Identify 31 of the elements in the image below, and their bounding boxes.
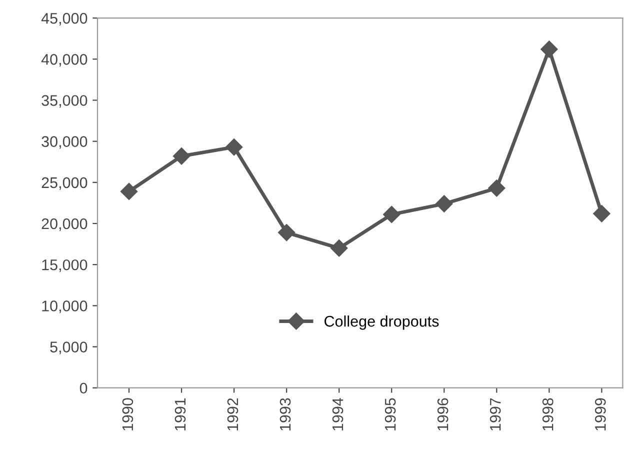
x-tick-label: 1993 — [280, 398, 291, 430]
x-tick-label: 1998 — [542, 398, 554, 430]
point — [383, 206, 400, 224]
x-tick-label: 1990 — [122, 398, 134, 430]
y-tick-label: 0 — [80, 382, 88, 394]
point — [330, 240, 348, 257]
legend-label: College dropouts — [324, 315, 439, 330]
y-tick-label: 45,000 — [41, 12, 88, 26]
y-tick-label: 25,000 — [42, 177, 88, 190]
x-tick-label: 1995 — [384, 398, 396, 430]
y-tick-label: 10,000 — [42, 300, 88, 314]
y-tick-label: 15,000 — [42, 259, 88, 272]
point — [120, 182, 138, 200]
point — [278, 224, 296, 242]
y-tick-label: 30,000 — [42, 136, 88, 149]
point — [226, 138, 243, 156]
x-tick-label: 1991 — [174, 398, 186, 430]
point — [436, 195, 453, 212]
point — [488, 180, 506, 197]
y-tick-label: 5,000 — [50, 342, 88, 354]
y-tick-label: 20,000 — [42, 218, 88, 231]
x-tick-label: 1999 — [594, 398, 606, 430]
point — [593, 205, 610, 222]
point — [540, 40, 558, 58]
x-tick-label: 1994 — [332, 398, 344, 430]
x-tick-label: 1992 — [227, 398, 238, 430]
x-tick-label: 1997 — [490, 398, 501, 430]
y-tick-label: 40,000 — [41, 54, 88, 67]
point — [172, 148, 190, 165]
y-tick-label: 35,000 — [42, 95, 88, 108]
x-tick-label: 1996 — [437, 398, 448, 430]
